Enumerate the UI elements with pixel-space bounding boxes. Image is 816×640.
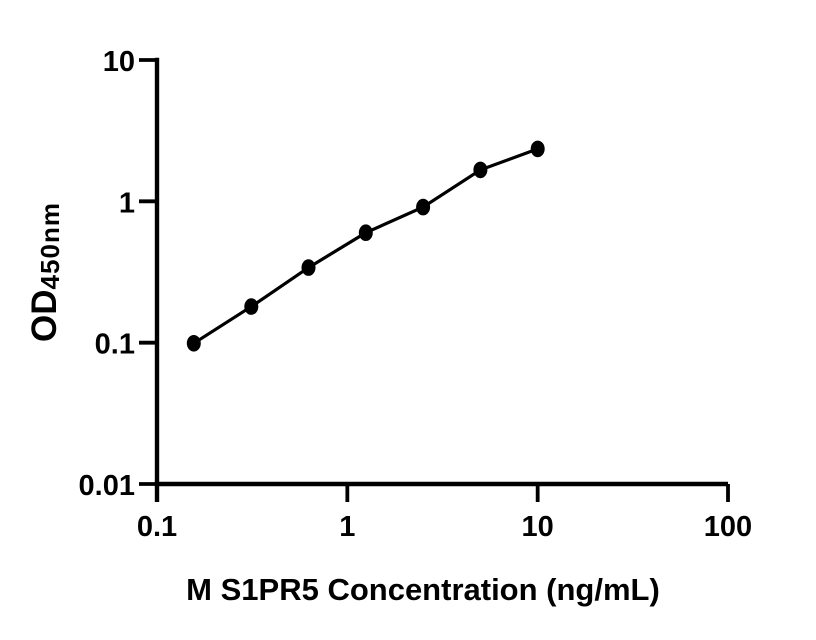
x-tick-label: 100 xyxy=(704,511,752,543)
data-point-marker xyxy=(244,298,259,315)
x-axis-title: M S1PR5 Concentration (ng/mL) xyxy=(186,572,660,607)
y-tick-label: 0.01 xyxy=(79,470,135,502)
y-axis-title: OD450nm xyxy=(25,202,65,342)
y-tick-label: 0.1 xyxy=(95,329,135,361)
standard-curve-line xyxy=(192,147,539,345)
y-tick-label: 10 xyxy=(103,46,135,78)
y-axis-title-main: OD xyxy=(25,289,64,342)
data-point-marker xyxy=(530,140,545,158)
x-tick-label: 1 xyxy=(339,511,355,543)
data-point-marker xyxy=(473,161,488,179)
data-point-marker xyxy=(301,259,316,276)
y-axis-title-subscript: 450nm xyxy=(35,202,65,289)
data-layer xyxy=(186,140,545,352)
x-tick-label: 0.1 xyxy=(137,511,177,543)
data-point-marker xyxy=(186,335,201,352)
y-tick-label: 1 xyxy=(119,187,135,219)
x-tick-label: 10 xyxy=(522,511,554,543)
data-point-marker xyxy=(358,224,373,241)
data-point-marker xyxy=(416,198,431,216)
